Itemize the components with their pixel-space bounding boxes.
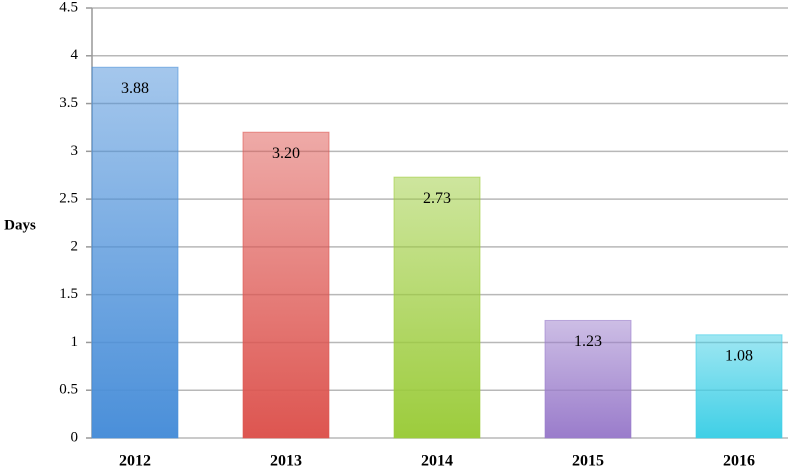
y-tick-label: 1.5 bbox=[59, 286, 78, 302]
y-tick-label: 2.5 bbox=[59, 191, 78, 207]
value-label: 2.73 bbox=[423, 190, 451, 207]
x-tick-label: 2012 bbox=[119, 453, 151, 470]
value-label: 3.20 bbox=[272, 145, 300, 162]
value-label: 1.23 bbox=[574, 333, 602, 350]
value-label: 3.88 bbox=[121, 80, 149, 97]
bar bbox=[393, 176, 481, 439]
bar bbox=[242, 131, 330, 439]
x-tick-label: 2014 bbox=[421, 453, 453, 470]
x-tick-label: 2016 bbox=[723, 453, 755, 470]
x-tick-label: 2015 bbox=[572, 453, 604, 470]
y-tick-label: 3 bbox=[71, 143, 79, 159]
y-axis-label: Days bbox=[4, 217, 36, 233]
x-tick-label: 2013 bbox=[270, 453, 302, 470]
y-tick-label: 2 bbox=[71, 238, 79, 254]
y-tick-label: 4.5 bbox=[59, 0, 78, 15]
y-tick-label: 4 bbox=[71, 47, 79, 63]
value-label: 1.08 bbox=[725, 347, 753, 364]
y-tick-label: 3.5 bbox=[59, 95, 78, 111]
bar bbox=[91, 66, 179, 439]
y-tick-label: 0 bbox=[71, 429, 79, 445]
bar bbox=[695, 334, 783, 439]
bar bbox=[544, 319, 632, 439]
y-tick-label: 1 bbox=[71, 334, 79, 350]
y-tick-label: 0.5 bbox=[59, 382, 78, 398]
